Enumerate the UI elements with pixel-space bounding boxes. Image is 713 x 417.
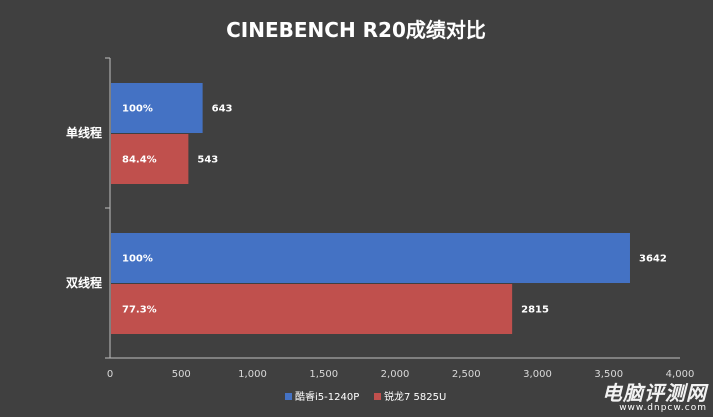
legend-swatch: [285, 393, 292, 400]
legend-label: 锐龙7 5825U: [384, 390, 446, 403]
bar-percent-label: 100%: [122, 104, 153, 115]
bar: [111, 83, 203, 133]
chart-title: CINEBENCH R20成绩对比: [226, 18, 486, 42]
bar-percent-label: 77.3%: [122, 305, 157, 316]
bar-value-label: 643: [212, 104, 233, 115]
x-tick-label: 0: [107, 369, 113, 380]
watermark-url: www.dnpcw.com: [619, 403, 707, 413]
chart-axes: 0 500 1,000 1,500 2,000 2,500 3,000 3,500 4,000 单…: [66, 57, 695, 380]
bar-percent-label: 84.4%: [122, 155, 157, 166]
bar-value-label: 543: [197, 155, 218, 166]
x-tick-label: 500: [172, 369, 191, 380]
category-label: 双线程: [66, 275, 102, 290]
x-tick-label: 4,000: [666, 369, 695, 380]
watermark: 电脑评测网 www.dnpcw.com: [602, 383, 707, 413]
x-tick-label: 2,500: [452, 369, 481, 380]
x-tick-label: 3,500: [594, 369, 623, 380]
bar: [111, 134, 189, 184]
chart-bars: 100% 643 84.4% 543 100% 3642 77.3% 2815: [111, 83, 667, 334]
legend-swatch: [374, 393, 381, 400]
watermark-logo: 电脑评测网: [602, 381, 707, 405]
x-tick-label: 3,000: [523, 369, 552, 380]
chart-legend: 酷睿i5-1240P 锐龙7 5825U: [285, 390, 446, 403]
x-tick-label: 1,500: [309, 369, 338, 380]
bar-percent-label: 100%: [122, 254, 153, 265]
bar-value-label: 3642: [639, 254, 667, 265]
x-tick-label: 2,000: [381, 369, 410, 380]
legend-label: 酷睿i5-1240P: [295, 390, 359, 403]
bar-value-label: 2815: [521, 305, 549, 316]
category-label: 单线程: [66, 125, 102, 140]
bar: [111, 233, 630, 283]
bar: [111, 284, 513, 334]
x-tick-label: 1,000: [238, 369, 267, 380]
